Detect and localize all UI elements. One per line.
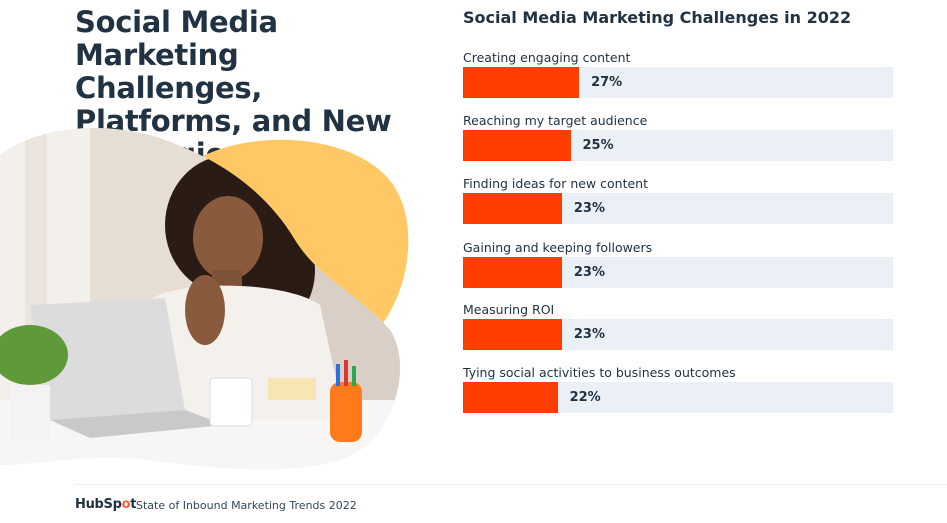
hubspot-logo: HubSpot — [75, 497, 136, 512]
bar-track: 25% — [463, 130, 893, 161]
tick-label: Gaining and keeping followers — [463, 240, 653, 255]
footer-report-title: State of Inbound Marketing Trends 2022 — [136, 499, 357, 512]
data-label: 23% — [573, 201, 606, 216]
bar-track: 23% — [463, 257, 893, 288]
bar — [463, 319, 562, 350]
data-label: 23% — [573, 327, 606, 342]
tick-label: Tying social activities to business outc… — [463, 365, 736, 380]
bar-track: 23% — [463, 319, 893, 350]
bar — [463, 193, 562, 224]
bar — [463, 67, 580, 98]
bar — [463, 382, 558, 413]
woman-at-laptop-photo — [0, 127, 409, 470]
logo-text-suffix: t — [130, 497, 137, 512]
bar-track: 23% — [463, 193, 893, 224]
bar — [463, 130, 571, 161]
data-label: 22% — [569, 390, 601, 405]
data-label: 27% — [591, 75, 623, 90]
tick-label: Reaching my target audience — [463, 113, 648, 128]
bar-track: 27% — [463, 67, 893, 98]
data-label: 25% — [582, 138, 614, 153]
logo-sprocket-icon: o — [121, 497, 131, 512]
logo-text-prefix: HubSp — [75, 497, 122, 512]
tick-label: Measuring ROI — [463, 302, 555, 317]
footer-divider — [75, 484, 947, 485]
data-label: 23% — [573, 265, 606, 280]
tick-label: Creating engaging content — [463, 50, 631, 65]
bar-track: 22% — [463, 382, 893, 413]
bar — [463, 257, 562, 288]
tick-label: Finding ideas for new content — [463, 176, 648, 191]
chart-title: Social Media Marketing Challenges in 202… — [463, 8, 852, 27]
